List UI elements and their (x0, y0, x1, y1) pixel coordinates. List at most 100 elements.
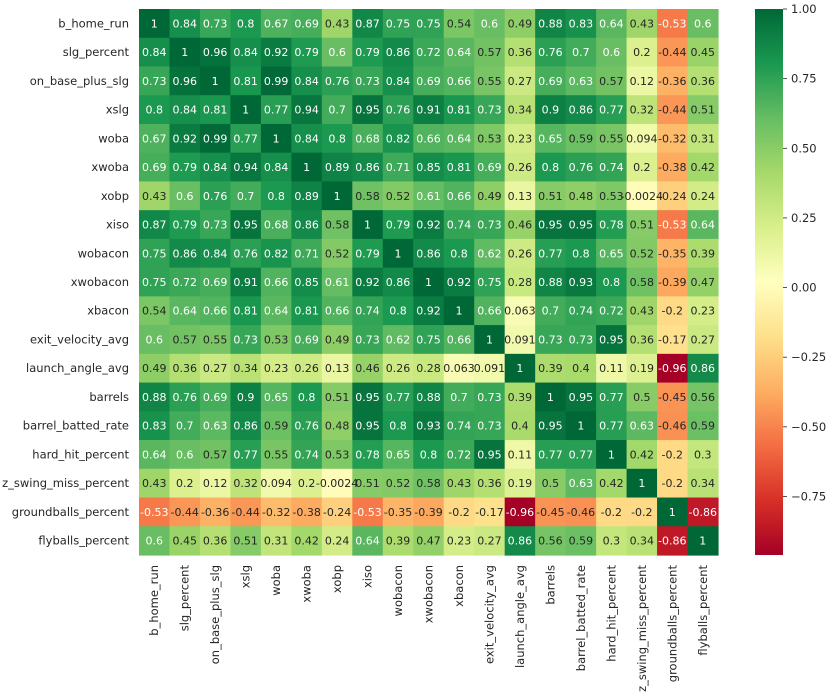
cell-annotation: 0.92 (447, 276, 472, 289)
cell-annotation: 0.063 (443, 362, 475, 375)
cell-annotation: 0.84 (172, 17, 197, 30)
cell-annotation: 0.51 (691, 104, 716, 117)
cell-annotation: 0.3 (603, 535, 621, 548)
heatmap-cell (291, 411, 323, 441)
cell-annotation: 0.72 (416, 46, 441, 59)
cell-annotation: 0.094 (626, 132, 658, 145)
cell-annotation: 0.65 (538, 132, 563, 145)
cell-annotation: 0.77 (599, 104, 624, 117)
cell-annotation: 0.11 (508, 448, 533, 461)
cell-annotation: 0.36 (203, 535, 228, 548)
cell-annotation: 0.091 (504, 333, 536, 346)
cell-annotation: 0.42 (630, 448, 655, 461)
heatmap-cell (199, 411, 232, 441)
cell-annotation: 0.58 (416, 477, 441, 490)
row-label: exit_velocity_avg (30, 332, 129, 346)
heatmap-cell (474, 353, 506, 384)
heatmap-cell (626, 296, 658, 326)
heatmap-cell (443, 497, 475, 527)
heatmap-cell (565, 210, 597, 240)
column-label: barrels (543, 565, 557, 605)
cell-annotation: 0.69 (142, 161, 167, 174)
cell-annotation: 0.65 (386, 448, 411, 461)
heatmap-cell (321, 267, 353, 297)
heatmap-cell (657, 9, 689, 39)
cell-annotation: -0.2 (662, 448, 683, 461)
cell-annotation: -0.44 (231, 506, 259, 519)
heatmap-cell (382, 353, 414, 384)
cell-annotation: 0.73 (477, 104, 502, 117)
heatmap-cell (382, 325, 414, 355)
heatmap-cell (535, 267, 567, 297)
cell-annotation: 0.23 (447, 535, 472, 548)
cell-annotation: 0.58 (325, 219, 350, 232)
cell-annotation: 0.72 (172, 276, 197, 289)
heatmap-cell (626, 497, 658, 527)
cell-annotation: 0.27 (203, 362, 228, 375)
cell-annotation: -0.86 (689, 506, 717, 519)
heatmap-cell (657, 497, 689, 527)
cell-annotation: -0.2 (662, 477, 683, 490)
cell-annotation: 0.95 (355, 420, 380, 433)
cell-annotation: 0.51 (325, 391, 350, 404)
cell-annotation: 0.53 (599, 190, 624, 203)
cell-annotation: 0.9 (237, 391, 255, 404)
heatmap-cell (504, 37, 536, 68)
heatmap-cell (169, 95, 201, 125)
cell-annotation: 1 (364, 219, 371, 232)
cell-annotation: 0.77 (599, 391, 624, 404)
cell-annotation: 0.67 (264, 17, 289, 30)
heatmap-cell (230, 181, 262, 211)
cell-annotation: 0.73 (477, 420, 502, 433)
cell-annotation: 0.86 (294, 219, 319, 232)
heatmap-cell (382, 9, 414, 39)
heatmap-cell (565, 123, 597, 154)
column-label: woba (269, 565, 283, 596)
cell-annotation: 0.84 (264, 161, 289, 174)
heatmap-cell (443, 181, 475, 211)
cell-annotation: 0.74 (447, 219, 472, 232)
heatmap-cell (169, 526, 201, 556)
cell-annotation: 0.64 (142, 448, 167, 461)
heatmap-cell (626, 37, 658, 68)
cell-annotation: 0.63 (203, 420, 228, 433)
cell-annotation: 0.47 (691, 276, 716, 289)
cell-annotation: 0.8 (267, 190, 285, 203)
heatmap-cell (321, 66, 353, 96)
heatmap-cell (657, 66, 689, 96)
heatmap-cell (535, 152, 567, 183)
heatmap-cell (230, 353, 262, 384)
cell-annotation: 0.23 (264, 362, 289, 375)
heatmap-cell (657, 37, 689, 68)
heatmap-cell (565, 267, 597, 297)
heatmap-cell (535, 37, 567, 68)
heatmap-cell (474, 382, 506, 412)
cell-annotation: 0.19 (630, 362, 655, 375)
cell-annotation: 0.39 (386, 535, 411, 548)
heatmap-cell (382, 411, 414, 441)
cell-annotation: 0.2 (633, 46, 651, 59)
cell-annotation: 0.73 (569, 333, 594, 346)
cell-annotation: 1 (638, 477, 645, 490)
heatmap-cell (199, 238, 232, 269)
heatmap-cell (352, 95, 384, 125)
cell-annotation: 0.77 (538, 247, 563, 260)
cell-annotation: 0.69 (294, 333, 319, 346)
cell-annotation: 0.71 (294, 247, 319, 260)
heatmap-cell (626, 267, 658, 297)
heatmap-cell (565, 95, 597, 125)
heatmap-cell (352, 526, 384, 556)
cell-annotation: 0.8 (389, 420, 407, 433)
cell-annotation: 0.51 (355, 477, 380, 490)
heatmap-cell (260, 95, 292, 125)
heatmap-cell (199, 526, 232, 556)
heatmap-cell (199, 181, 232, 211)
heatmap-cell (687, 181, 719, 211)
heatmap-cell (413, 238, 445, 269)
cell-annotation: 0.36 (172, 362, 197, 375)
cell-annotation: 0.79 (355, 46, 380, 59)
heatmap-cell (443, 411, 475, 441)
cell-annotation: 0.49 (325, 333, 350, 346)
cell-annotation: 0.57 (203, 448, 228, 461)
cell-annotation: 0.8 (389, 305, 407, 318)
